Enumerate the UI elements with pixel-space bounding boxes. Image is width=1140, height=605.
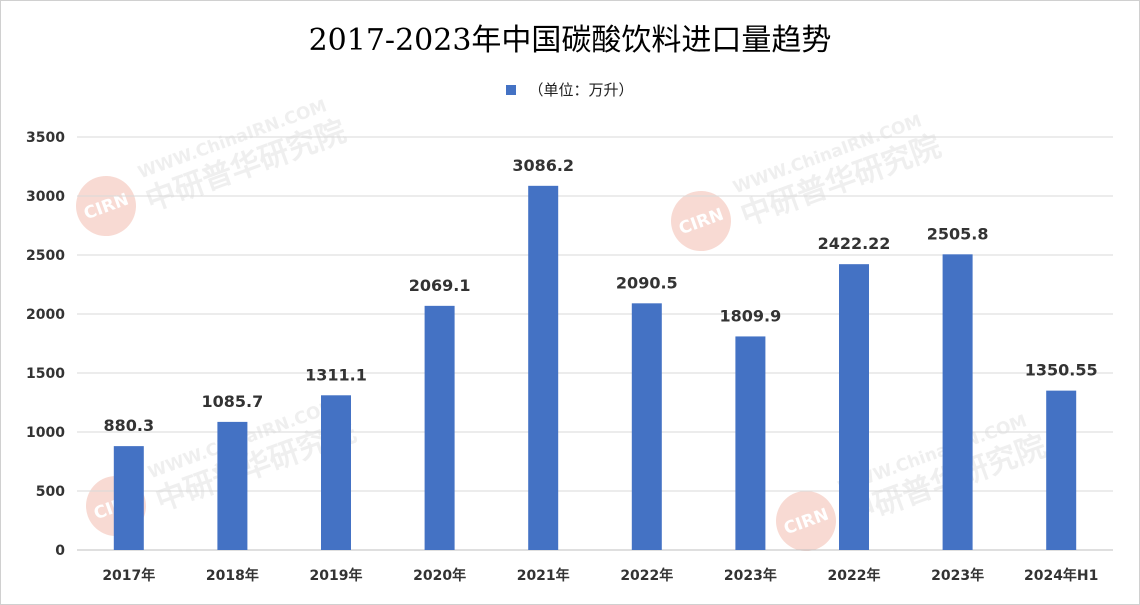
bar — [1046, 390, 1077, 550]
data-label: 1350.55 — [1025, 361, 1098, 380]
y-tick-label: 1000 — [26, 425, 65, 441]
y-tick-label: 3500 — [26, 130, 65, 146]
x-tick-label: 2022年 — [828, 567, 881, 584]
bar — [217, 421, 248, 550]
data-label: 2069.1 — [409, 276, 471, 295]
y-tick-label: 1500 — [26, 366, 65, 382]
bar — [942, 254, 973, 550]
data-label: 2505.8 — [927, 224, 989, 243]
legend-label: （单位：万升） — [528, 81, 634, 99]
x-tick-label: 2023年 — [724, 567, 777, 584]
watermark-logo-circle — [776, 491, 836, 551]
watermark-logo-circle — [671, 191, 731, 251]
x-tick-label: 2019年 — [310, 567, 363, 584]
x-tick-label: 2020年 — [413, 567, 466, 584]
y-tick-label: 0 — [55, 543, 65, 559]
bar — [424, 305, 455, 550]
legend: （单位：万升） — [1, 79, 1139, 100]
x-tick-label: 2024年H1 — [1024, 567, 1098, 584]
legend-swatch — [506, 85, 517, 95]
data-label: 3086.2 — [512, 156, 574, 175]
data-label: 1085.7 — [202, 392, 264, 411]
x-tick-label: 2017年 — [102, 567, 155, 584]
grid-layer: 0 500 1000 1500 2000 2500 3000 3500 — [26, 130, 1113, 559]
chart-title: 2017-2023年中国碳酸饮料进口量趋势 — [308, 23, 832, 58]
bar — [113, 446, 144, 550]
y-tick-label: 2000 — [26, 307, 65, 323]
y-tick-label: 500 — [36, 484, 65, 500]
x-tick-label: 2021年 — [517, 567, 570, 584]
bar — [528, 185, 559, 550]
y-tick-label: 3000 — [26, 189, 65, 205]
bar — [735, 336, 766, 550]
data-label: 880.3 — [103, 416, 154, 435]
bar — [839, 264, 869, 550]
bar — [321, 395, 351, 550]
x-tick-label: 2023年 — [931, 567, 984, 584]
y-tick-label: 2500 — [26, 248, 65, 264]
x-tick-label: 2022年 — [620, 567, 673, 584]
data-label: 2422.22 — [818, 234, 891, 253]
data-label: 1311.1 — [305, 365, 367, 384]
bar-layer: 880.3 2017年 1085.7 2018年 1311.1 2019年 2069.1 20… — [102, 156, 1098, 584]
bar — [631, 303, 662, 550]
data-label: 1809.9 — [720, 306, 782, 325]
data-label: 2090.5 — [616, 273, 678, 292]
watermark-logo-circle — [76, 176, 136, 236]
x-tick-label: 2018年 — [206, 567, 259, 584]
